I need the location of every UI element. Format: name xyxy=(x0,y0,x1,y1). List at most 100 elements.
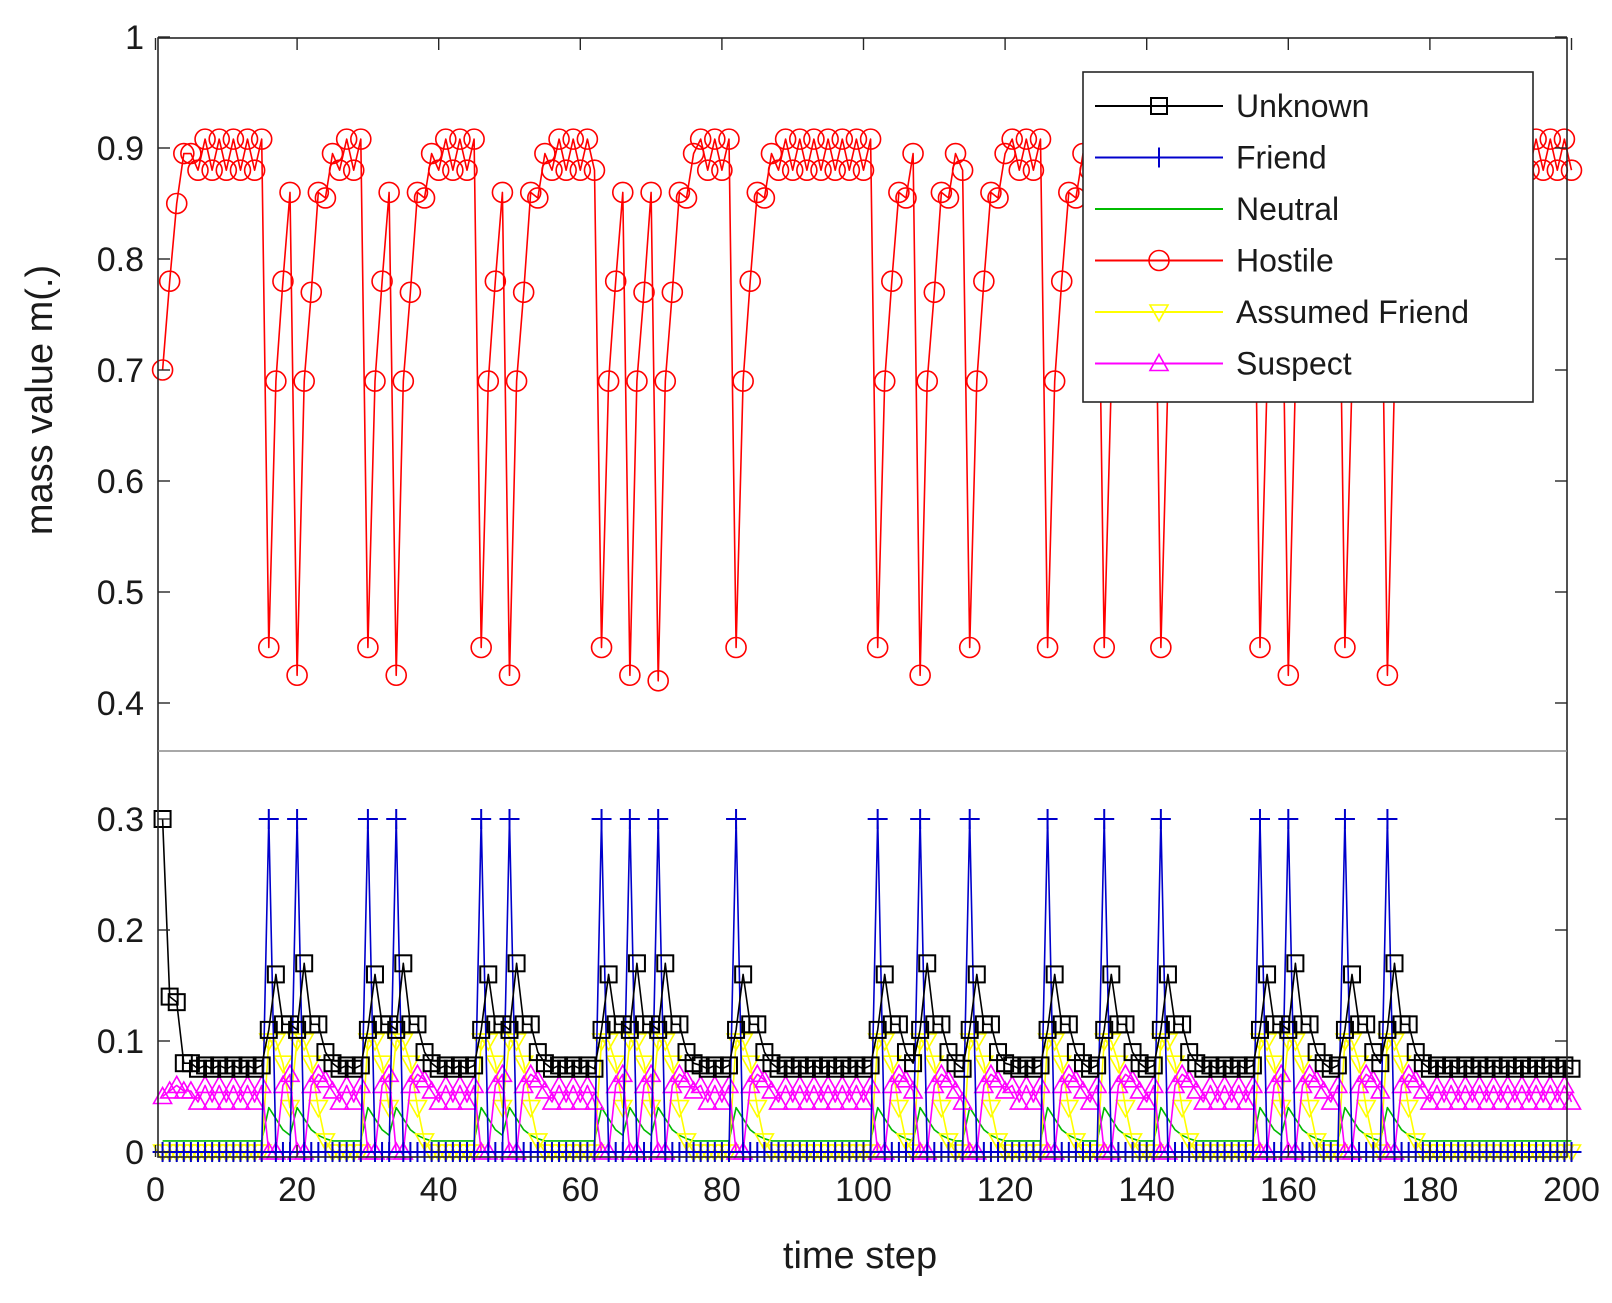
unknown-point xyxy=(259,1020,278,1039)
friend-point xyxy=(1278,809,1299,829)
assumed-friend-point xyxy=(881,1055,903,1074)
hostile-point xyxy=(392,370,415,392)
suspect-point xyxy=(1483,1074,1504,1094)
hostile-point xyxy=(626,370,648,392)
suspect-point xyxy=(796,1091,818,1110)
hostile-point xyxy=(1334,636,1356,659)
hostile-point xyxy=(279,181,301,204)
suspect-point xyxy=(1539,1074,1561,1094)
legend-swatch-point xyxy=(1148,304,1170,323)
x-tick-label: 20 xyxy=(278,1171,316,1209)
suspect-point xyxy=(994,1080,1016,1099)
hostile-point xyxy=(725,636,747,659)
assumed-friend-point xyxy=(1122,1133,1143,1152)
unknown-point xyxy=(727,1020,746,1039)
unknown-point xyxy=(507,954,526,973)
hostile-point xyxy=(845,128,868,150)
suspect-point xyxy=(187,1091,209,1110)
suspect-point xyxy=(1108,1074,1129,1094)
suspect-point xyxy=(463,1074,485,1094)
suspect-point xyxy=(1143,1074,1165,1094)
suspect-point xyxy=(881,1074,903,1094)
suspect-point xyxy=(1313,1080,1335,1099)
x-tick-label: 200 xyxy=(1543,1171,1600,1209)
suspect-point xyxy=(1115,1063,1136,1083)
hostile-point xyxy=(165,192,188,215)
friend-point xyxy=(287,809,308,829)
hostile-point xyxy=(1539,128,1562,150)
hostile-point xyxy=(753,187,776,209)
unknown-point xyxy=(288,1020,307,1039)
suspect-point xyxy=(251,1074,273,1094)
assumed-friend-point xyxy=(484,1055,506,1074)
hostile-point xyxy=(817,128,839,150)
unknown-point xyxy=(351,1056,370,1075)
suspect-point xyxy=(860,1074,881,1094)
suspect-point xyxy=(166,1074,188,1094)
assumed-friend-point xyxy=(633,1055,655,1074)
friend-series xyxy=(152,809,1582,1162)
hostile-point xyxy=(611,181,634,204)
hostile-point xyxy=(364,370,386,392)
assumed-friend-point xyxy=(1391,1055,1412,1074)
legend-swatch-point xyxy=(1148,352,1170,372)
unknown-point xyxy=(309,1015,328,1034)
suspect-point xyxy=(428,1091,450,1110)
suspect-point xyxy=(194,1074,216,1094)
suspect-point xyxy=(208,1074,230,1094)
unknown-point xyxy=(1250,1020,1269,1039)
suspect-point xyxy=(718,1074,740,1094)
legend-label: Friend xyxy=(1236,140,1327,176)
legend-label: Unknown xyxy=(1236,88,1369,124)
hostile-point xyxy=(173,142,195,165)
suspect-point xyxy=(1511,1074,1533,1094)
unknown-point xyxy=(1151,1020,1170,1039)
suspect-point xyxy=(1015,1074,1037,1094)
y-tick-label: 0.1 xyxy=(97,1023,144,1061)
unknown-point xyxy=(1144,1056,1163,1075)
suspect-point xyxy=(938,1069,959,1088)
friend-point xyxy=(1377,809,1398,829)
suspect-point xyxy=(895,1069,917,1088)
suspect-point xyxy=(973,1074,995,1094)
suspect-point xyxy=(1405,1069,1427,1088)
assumed-friend-point xyxy=(1292,1055,1313,1074)
suspect-point xyxy=(831,1074,853,1094)
hostile-point xyxy=(1150,636,1172,659)
assumed-friend-point xyxy=(513,1055,535,1074)
friend-point xyxy=(499,809,520,829)
assumed-friend-point xyxy=(371,1055,393,1074)
hostile-point xyxy=(682,142,705,165)
assumed-friend-point xyxy=(1348,1055,1370,1074)
legend-swatch-point xyxy=(1150,97,1168,115)
suspect-point xyxy=(1051,1074,1073,1094)
hostile-point xyxy=(668,181,691,204)
hostile-point xyxy=(930,181,953,204)
assumed-friend-point xyxy=(746,1099,768,1119)
hostile-point xyxy=(342,159,365,181)
assumed-friend-point xyxy=(739,1055,761,1074)
assumed-friend-point xyxy=(300,1055,322,1074)
hostile-point xyxy=(385,664,408,687)
suspect-point xyxy=(782,1091,804,1110)
assumed-friend-point xyxy=(676,1133,697,1152)
suspect-point xyxy=(640,1063,662,1083)
hostile-point xyxy=(973,270,995,293)
hostile-point xyxy=(286,664,308,687)
assumed-friend-point xyxy=(605,1055,627,1074)
unknown-point xyxy=(1343,965,1362,984)
suspect-point xyxy=(1306,1069,1327,1088)
suspect-point xyxy=(336,1074,358,1094)
hostile-point xyxy=(527,187,549,209)
hostile-point xyxy=(484,270,507,293)
legend-item-friend: Friend xyxy=(1095,140,1327,176)
suspect-point xyxy=(1355,1063,1377,1083)
hostile-point xyxy=(831,128,854,150)
hostile-point xyxy=(272,270,294,293)
unknown-point xyxy=(734,965,753,984)
suspect-point xyxy=(1122,1069,1143,1088)
hostile-point xyxy=(519,181,542,204)
suspect-point xyxy=(1476,1091,1497,1110)
suspect-point xyxy=(739,1074,761,1094)
hostile-point xyxy=(689,128,712,150)
